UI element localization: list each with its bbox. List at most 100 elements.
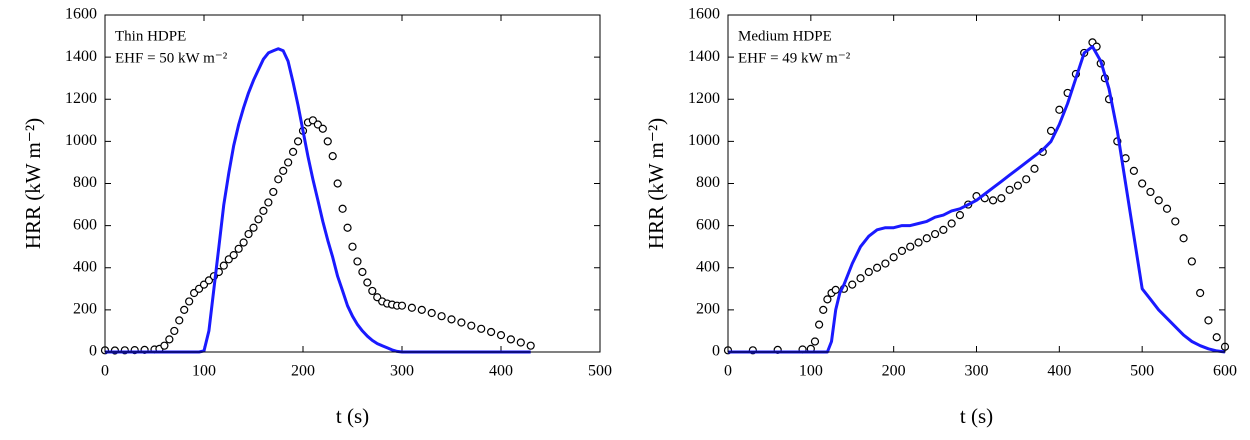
data-point [219, 261, 228, 270]
y-axis-label: HRR (kW m⁻²) [644, 118, 668, 249]
data-point [407, 303, 416, 312]
data-point [1154, 196, 1163, 205]
x-tick-label: 200 [291, 363, 315, 380]
x-tick-label: 400 [1047, 363, 1071, 380]
data-point [1146, 187, 1155, 197]
data-point [914, 238, 923, 247]
data-point [1179, 234, 1188, 243]
data-point [254, 215, 263, 224]
data-point [1196, 288, 1205, 298]
data-point [274, 175, 283, 184]
data-point [947, 219, 956, 228]
annotation: Thin HDPE [115, 28, 186, 44]
data-point [889, 253, 898, 262]
data-point [447, 315, 456, 324]
data-point [397, 301, 407, 310]
y-tick-label: 1200 [688, 90, 720, 107]
data-point [823, 295, 832, 304]
data-point [160, 341, 169, 350]
data-point [165, 335, 174, 344]
data-point [279, 166, 288, 175]
data-point [1013, 181, 1023, 190]
data-point [259, 206, 268, 215]
y-tick-label: 1400 [688, 48, 720, 65]
y-tick-label: 0 [89, 343, 97, 360]
model-line [105, 47, 531, 354]
data-point [939, 225, 948, 234]
data-point [477, 324, 486, 333]
data-point [856, 274, 865, 283]
x-tick-label: 500 [588, 363, 612, 380]
y-tick-label: 0 [712, 343, 720, 360]
x-tick-label: 0 [101, 363, 109, 380]
data-point [831, 285, 840, 294]
data-point [457, 318, 466, 327]
chart-panel: 0 100 200 300 400 500 0 200 400 600 800 1000 1200 140… [21, 6, 612, 428]
x-tick-label: 600 [1213, 363, 1237, 380]
annotation: EHF = 50 kW m⁻² [115, 50, 228, 66]
data-point [289, 147, 298, 157]
data-point [897, 246, 907, 255]
data-point [269, 187, 278, 197]
data-point [175, 316, 184, 325]
x-tick-label: 400 [489, 363, 513, 380]
data-point [955, 210, 965, 220]
data-point [368, 286, 377, 296]
data-point [1171, 217, 1180, 226]
y-tick-label: 1000 [688, 132, 720, 149]
data-point [264, 198, 273, 207]
data-point [343, 223, 352, 232]
x-tick-label: 300 [390, 363, 414, 380]
data-point [1162, 204, 1172, 213]
y-tick-label: 600 [73, 216, 97, 233]
y-tick-label: 200 [696, 301, 720, 318]
y-axis-label: HRR (kW m⁻²) [21, 118, 45, 249]
data-point [467, 321, 476, 330]
y-tick-label: 1600 [688, 6, 720, 23]
y-tick-label: 800 [696, 174, 720, 191]
data-point [864, 267, 873, 277]
x-axis-label: t (s) [336, 404, 369, 428]
data-point [1055, 105, 1064, 114]
data-point [922, 234, 931, 243]
data-point [819, 305, 828, 314]
data-point [318, 124, 327, 133]
data-point [358, 267, 367, 277]
data-point [170, 326, 179, 336]
data-point [328, 152, 337, 161]
data-point [810, 337, 820, 346]
data-point [244, 229, 253, 239]
data-point [1204, 316, 1213, 325]
data-point [506, 335, 515, 344]
data-point [437, 312, 446, 321]
data-point [185, 297, 194, 306]
data-point [516, 338, 525, 347]
data-point [323, 137, 332, 146]
data-point [180, 305, 189, 314]
data-point [348, 242, 357, 251]
y-tick-label: 200 [73, 301, 97, 318]
data-point [1030, 164, 1039, 173]
data-point [417, 305, 426, 314]
data-point [363, 278, 372, 287]
x-tick-label: 100 [799, 363, 823, 380]
data-point [239, 238, 248, 247]
chart-panel: 0 100 200 300 400 500 600 0 200 400 600 800 1000 1200… [644, 6, 1237, 428]
x-tick-label: 300 [965, 363, 989, 380]
plot-frame [727, 14, 1226, 353]
data-point [1022, 175, 1031, 184]
data-point [997, 194, 1006, 203]
data-point [496, 331, 506, 340]
x-tick-label: 0 [724, 363, 732, 380]
data-point [353, 257, 362, 266]
data-point [249, 223, 258, 232]
data-point [284, 158, 293, 167]
model-line [728, 45, 1226, 354]
y-tick-label: 1200 [65, 90, 97, 107]
x-tick-label: 500 [1130, 363, 1154, 380]
data-point [872, 263, 882, 272]
data-point [427, 308, 436, 318]
data-point [293, 137, 303, 146]
data-point [815, 320, 824, 329]
data-point [848, 280, 857, 289]
